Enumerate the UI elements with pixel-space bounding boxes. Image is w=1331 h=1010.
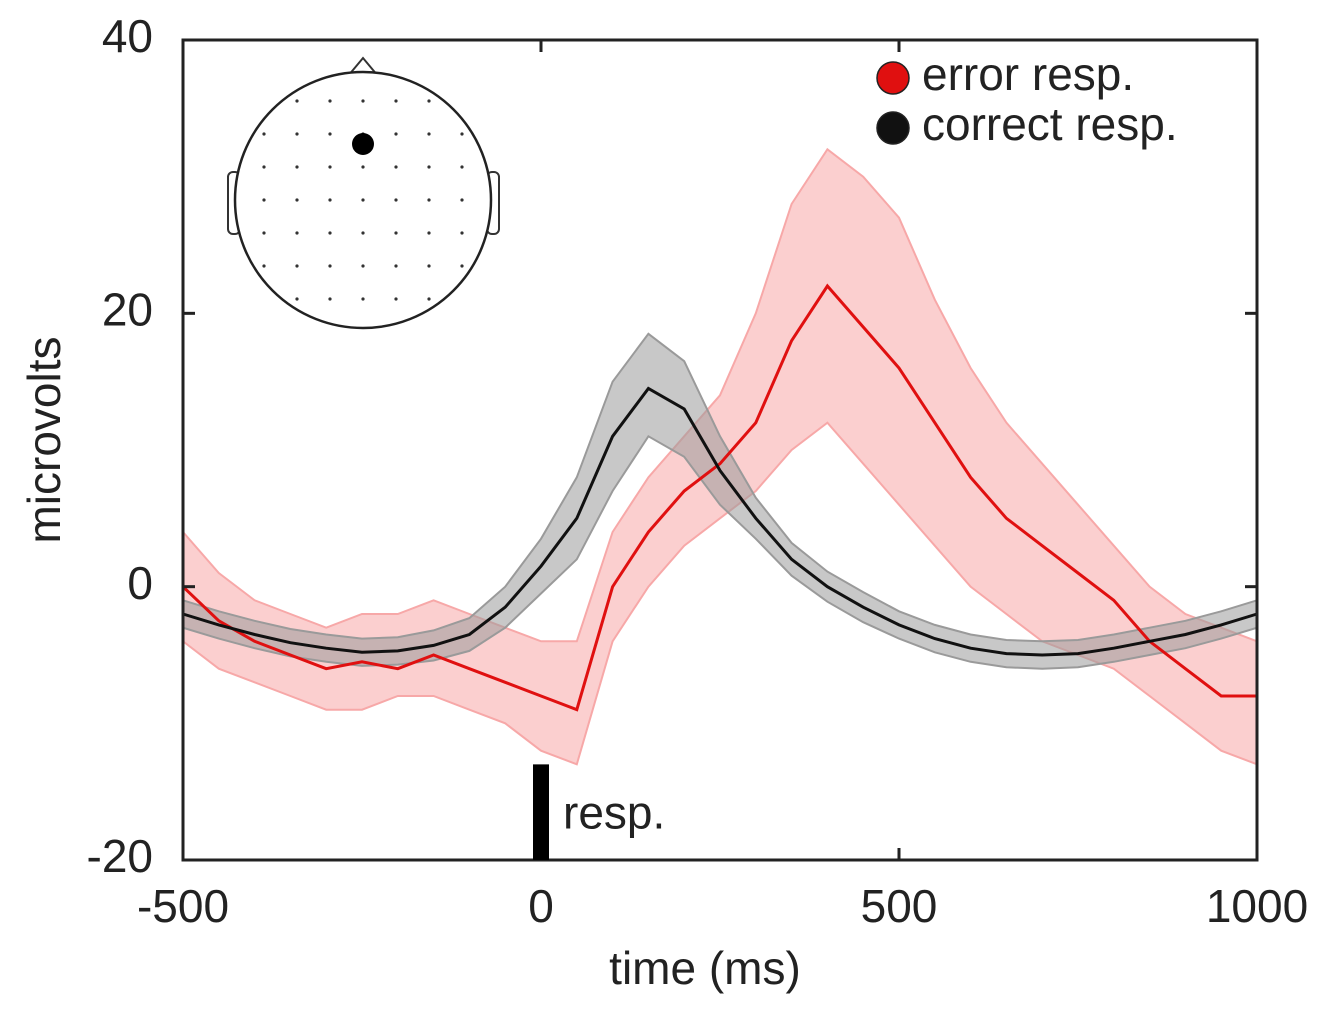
selected-electrode xyxy=(352,133,374,155)
electrode xyxy=(361,264,365,268)
legend-label: correct resp. xyxy=(922,98,1178,150)
electrode xyxy=(460,198,464,202)
electrode xyxy=(427,99,431,103)
electrode xyxy=(394,264,398,268)
legend-marker xyxy=(876,111,910,145)
legend-marker xyxy=(876,61,910,95)
electrode xyxy=(460,132,464,136)
line xyxy=(182,386,1258,657)
electrode xyxy=(427,231,431,235)
electrode xyxy=(394,132,398,136)
x-tick-label: 1000 xyxy=(1206,880,1308,932)
legend-label: error resp. xyxy=(922,48,1134,100)
electrode xyxy=(394,99,398,103)
y-tick-label: 0 xyxy=(127,557,153,609)
electrode xyxy=(295,165,299,169)
electrode xyxy=(295,99,299,103)
electrode xyxy=(262,264,266,268)
electrode xyxy=(394,231,398,235)
y-tick-label: 20 xyxy=(102,283,153,335)
electrode xyxy=(427,297,431,301)
x-tick-label: 0 xyxy=(528,880,554,932)
electrode xyxy=(460,264,464,268)
electrode xyxy=(328,198,332,202)
electrode xyxy=(262,231,266,235)
electrode xyxy=(295,198,299,202)
electrode xyxy=(295,132,299,136)
annotation: resp. xyxy=(563,786,665,838)
electrode xyxy=(427,264,431,268)
electrode xyxy=(262,198,266,202)
nose xyxy=(347,56,379,77)
electrode xyxy=(328,231,332,235)
electrode xyxy=(460,165,464,169)
electrode xyxy=(394,198,398,202)
line xyxy=(181,283,1257,712)
electrode xyxy=(361,297,365,301)
electrode xyxy=(328,165,332,169)
y-axis-label: microvolts xyxy=(18,336,70,543)
electrode xyxy=(394,297,398,301)
electrode xyxy=(328,132,332,136)
electrode xyxy=(427,198,431,202)
electrode xyxy=(427,165,431,169)
electrode xyxy=(295,264,299,268)
electrode xyxy=(361,165,365,169)
x-tick-label: 500 xyxy=(861,880,938,932)
y-tick-label: 40 xyxy=(102,10,153,62)
electrode xyxy=(361,231,365,235)
electrode xyxy=(427,132,431,136)
electrode xyxy=(460,231,464,235)
electrode xyxy=(328,297,332,301)
electrode xyxy=(328,99,332,103)
electrode xyxy=(361,99,365,103)
head-inset xyxy=(227,56,500,330)
x-axis-label: time (ms) xyxy=(609,942,801,994)
plot-frame xyxy=(181,38,1259,862)
electrode xyxy=(262,165,266,169)
electrode xyxy=(295,231,299,235)
electrode xyxy=(328,264,332,268)
electrode xyxy=(361,198,365,202)
electrode xyxy=(262,132,266,136)
electrode xyxy=(394,165,398,169)
electrode xyxy=(295,297,299,301)
y-tick-label: -20 xyxy=(87,830,153,882)
x-tick-label: -500 xyxy=(137,880,229,932)
